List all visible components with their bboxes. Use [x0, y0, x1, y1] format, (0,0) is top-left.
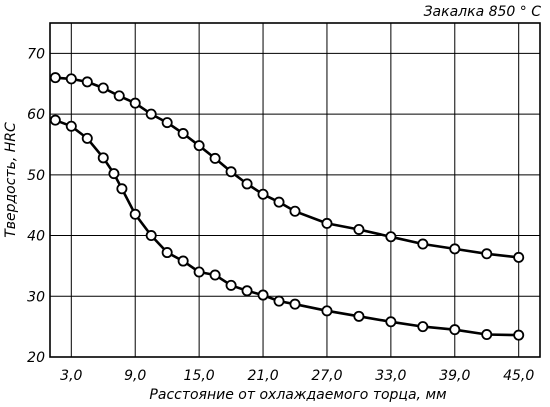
series-2-point [108, 168, 120, 180]
series-1-point [385, 231, 397, 243]
series-2-point [49, 114, 61, 126]
series-1-point [417, 238, 429, 250]
series-1-point [257, 188, 269, 200]
series-1-point [145, 108, 157, 120]
series-1-point [289, 205, 301, 217]
plot-frame [49, 22, 541, 358]
series-2-point [241, 285, 253, 297]
series-1-point [65, 73, 77, 85]
chart-title: Закалка 850 ° С [424, 4, 542, 20]
x-tick-label: 21,0 [247, 368, 278, 384]
series-2-point [273, 295, 285, 307]
series-1-point [161, 117, 173, 129]
series-2-point [417, 321, 429, 333]
series-group [49, 72, 525, 341]
y-tick-label: 40 [27, 229, 45, 245]
series-1-point [513, 251, 525, 263]
series-2-point [145, 230, 157, 242]
y-tick-label: 50 [27, 168, 45, 184]
y-tick-label: 20 [27, 350, 45, 366]
series-2-point [449, 324, 461, 336]
x-axis-title: Расстояние от охлаждаемого торца, мм [149, 387, 447, 403]
series-1-point [193, 140, 205, 152]
series-1-point [273, 196, 285, 208]
series-1-point [449, 243, 461, 255]
y-tick-label: 70 [27, 46, 45, 62]
x-tick-label: 3,0 [60, 368, 82, 384]
series-1-point [241, 178, 253, 190]
series-1-point [321, 217, 333, 229]
series-2-point [193, 266, 205, 278]
series-1-point [113, 90, 125, 102]
series-1-point [225, 166, 237, 178]
series-1-point [81, 76, 93, 88]
grid [50, 23, 540, 358]
x-tick-label: 39,0 [439, 368, 470, 384]
series-2-point [289, 298, 301, 310]
series-2-point [209, 269, 221, 281]
series-1-point [129, 97, 141, 109]
y-tick-label: 30 [27, 289, 45, 305]
series-1-point [177, 128, 189, 140]
x-tick-label: 9,0 [124, 368, 146, 384]
x-tick-label: 33,0 [375, 368, 406, 384]
series-2-point [513, 329, 525, 341]
series-1-line [55, 76, 519, 259]
x-tick-labels: 3,0 9,0 15,0 21,0 27,0 33,0 39,0 45,0 [60, 368, 534, 384]
series-2-point [177, 255, 189, 267]
series-2-point [65, 120, 77, 132]
series-2-point [116, 183, 128, 195]
series-1-point [481, 248, 493, 260]
series-1-point [49, 72, 61, 84]
series-2-point [481, 329, 493, 341]
y-axis-title: Твердость, HRC [3, 122, 19, 238]
x-tick-label: 27,0 [311, 368, 342, 384]
series-2-point [225, 279, 237, 291]
series-2-point [97, 152, 109, 164]
series-1-point [353, 223, 365, 235]
series-1-point [97, 82, 109, 94]
series-2-point [81, 132, 93, 144]
series-2-point [385, 316, 397, 328]
x-tick-label: 15,0 [184, 368, 215, 384]
series-2 [49, 114, 525, 341]
y-tick-label: 60 [27, 107, 45, 123]
series-1 [49, 72, 525, 263]
series-1-point [209, 152, 221, 164]
series-2-point [321, 305, 333, 317]
series-2-point [353, 310, 365, 322]
series-2-point [257, 289, 269, 301]
series-2-line [54, 118, 519, 337]
series-2-point [129, 208, 141, 220]
y-tick-labels: 20 30 40 50 60 70 [27, 46, 45, 366]
x-tick-label: 45,0 [503, 368, 534, 384]
series-2-point [161, 247, 173, 259]
